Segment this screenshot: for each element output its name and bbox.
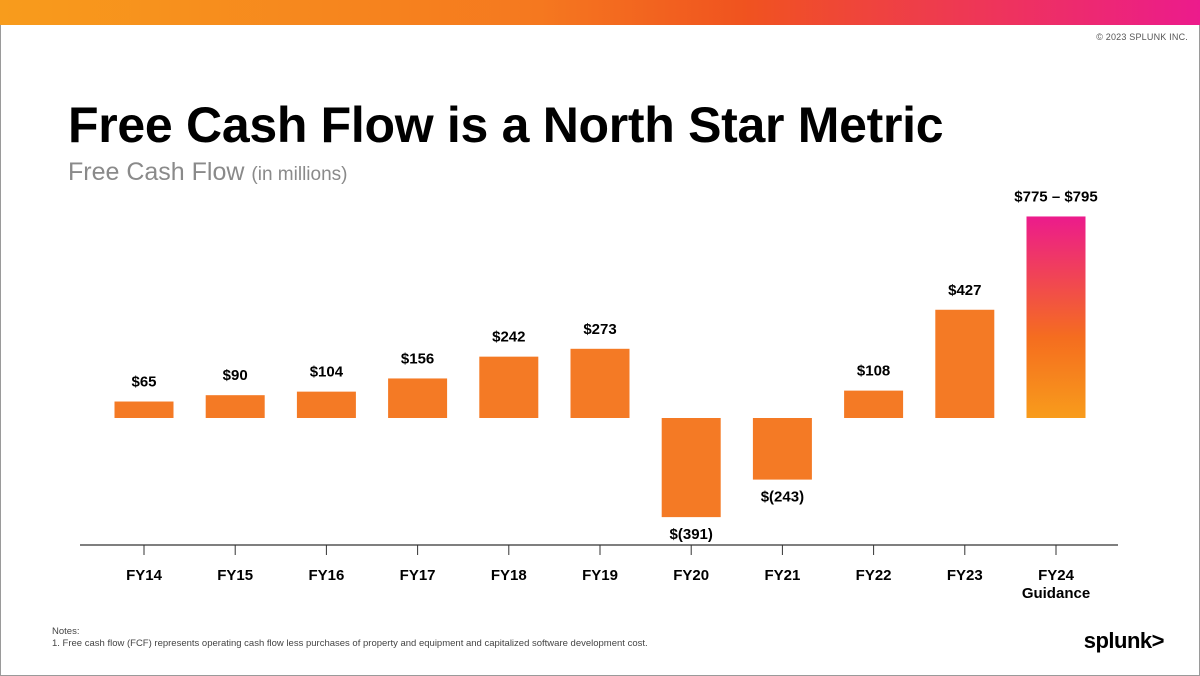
bar-fy18 [479, 356, 539, 418]
brand-gradient-bar [0, 0, 1200, 25]
notes-line: 1. Free cash flow (FCF) represents opera… [52, 638, 648, 649]
splunk-logo: splunk> [1083, 628, 1165, 653]
slide-title: Free Cash Flow is a North Star Metric [68, 97, 944, 153]
data-label-fy19: $273 [583, 321, 616, 338]
x-tick-label-fy22: FY22 [856, 567, 892, 584]
notes-title: Notes: [52, 626, 80, 637]
bar-fy14 [114, 401, 174, 418]
x-tick-label-fy23: FY23 [947, 567, 983, 584]
bar-fy17 [388, 378, 448, 418]
data-label-fy14: $65 [131, 374, 156, 391]
data-label-fy21: $(243) [761, 489, 804, 506]
bar-fy24 [1026, 216, 1086, 418]
data-label-fy22: $108 [857, 363, 890, 380]
bar-fy16 [296, 391, 356, 418]
bar-fy20 [661, 418, 721, 518]
x-tick-label-fy19: FY19 [582, 567, 618, 584]
notes-block: Notes: 1. Free cash flow (FCF) represent… [52, 626, 648, 650]
data-label-fy15: $90 [223, 367, 248, 384]
bar-fy19 [570, 348, 630, 418]
bar-fy15 [205, 395, 265, 418]
x-tick-label-fy17: FY17 [400, 567, 436, 584]
x-tick-label-fy20: FY20 [673, 567, 709, 584]
data-label-fy18: $242 [492, 329, 525, 346]
x-tick-label-fy15: FY15 [217, 567, 253, 584]
x-tick-label-fy16: FY16 [308, 567, 344, 584]
chart-subtitle-unit: (in millions) [251, 164, 348, 185]
x-tick-label-fy21: FY21 [764, 567, 800, 584]
copyright-text: © 2023 SPLUNK INC. [1096, 32, 1188, 42]
chart-subtitle: Free Cash Flow (in millions) [68, 158, 347, 187]
chart-subtitle-text: Free Cash Flow [68, 158, 245, 186]
data-label-fy20: $(391) [670, 526, 713, 543]
data-label-fy17: $156 [401, 350, 434, 367]
x-tick-sublabel-fy24: Guidance [1022, 585, 1090, 602]
x-tick-label-fy24: FY24 [1038, 567, 1075, 584]
bar-fy23 [935, 309, 995, 418]
data-label-fy23: $427 [948, 282, 981, 299]
bar-fy21 [752, 418, 812, 480]
x-tick-label-fy18: FY18 [491, 567, 527, 584]
bar-fy22 [844, 390, 904, 418]
data-label-fy24: $775 – $795 [1014, 188, 1097, 205]
data-label-fy16: $104 [310, 364, 344, 381]
x-tick-label-fy14: FY14 [126, 567, 163, 584]
